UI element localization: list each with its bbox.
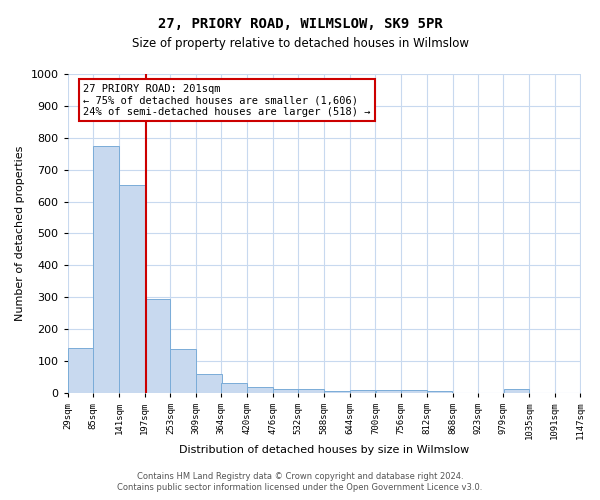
Text: 27, PRIORY ROAD, WILMSLOW, SK9 5PR: 27, PRIORY ROAD, WILMSLOW, SK9 5PR [158,18,442,32]
Y-axis label: Number of detached properties: Number of detached properties [15,146,25,321]
Bar [221,383,247,393]
Bar [427,390,452,393]
X-axis label: Distribution of detached houses by size in Wilmslow: Distribution of detached houses by size … [179,445,469,455]
Bar [170,349,196,393]
Bar [145,298,170,393]
Bar [247,387,272,393]
Bar [94,146,119,393]
Text: Contains HM Land Registry data © Crown copyright and database right 2024.: Contains HM Land Registry data © Crown c… [137,472,463,481]
Bar [273,388,298,393]
Text: Size of property relative to detached houses in Wilmslow: Size of property relative to detached ho… [131,38,469,51]
Bar [401,390,427,393]
Text: 27 PRIORY ROAD: 201sqm
← 75% of detached houses are smaller (1,606)
24% of semi-: 27 PRIORY ROAD: 201sqm ← 75% of detached… [83,84,370,117]
Bar [376,390,401,393]
Text: Contains public sector information licensed under the Open Government Licence v3: Contains public sector information licen… [118,484,482,492]
Bar [196,374,221,393]
Bar [350,390,376,393]
Bar [503,389,529,393]
Bar [298,389,324,393]
Bar [119,185,145,393]
Bar [68,348,93,393]
Bar [324,391,350,393]
